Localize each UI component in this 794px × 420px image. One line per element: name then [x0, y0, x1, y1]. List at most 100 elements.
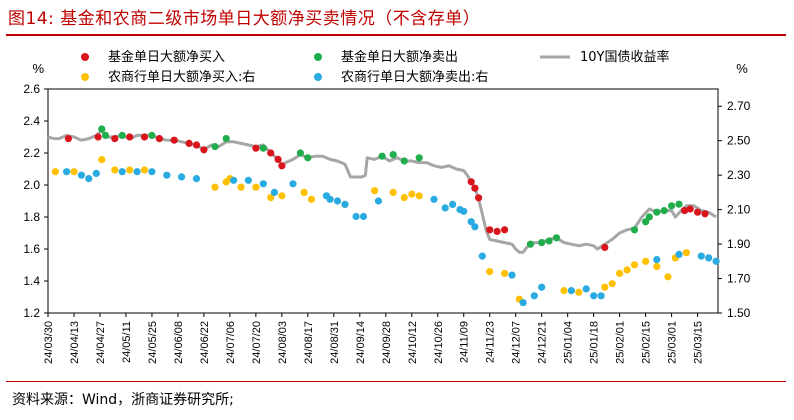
fund-sell-point: [526, 240, 535, 248]
x-tick-label: 24/06/08: [173, 321, 185, 364]
rural-buy-point: [267, 194, 275, 202]
rural-buy-point: [601, 283, 609, 291]
rural-buy-point: [501, 269, 509, 277]
rural-sell-point: [352, 212, 360, 221]
x-tick-label: 24/05/11: [121, 321, 133, 363]
rural-sell-point: [582, 285, 590, 293]
fund-buy-point: [601, 243, 609, 251]
rural-sell-point: [675, 250, 683, 258]
legend-marker: [314, 53, 322, 61]
fund-sell-point: [98, 125, 106, 133]
x-tick-label: 24/11/23: [485, 321, 497, 363]
right-tick-label: 1.90: [727, 237, 751, 251]
left-tick-label: 2.0: [23, 178, 40, 192]
x-tick-label: 24/06/22: [199, 321, 211, 364]
fund-sell-point: [653, 208, 661, 216]
axes: 1.2 1.4 1.6 1.8 2.0 2.2 2.4 2.6% 1.50 1.70 1.90 2.1…: [23, 61, 750, 364]
plot-frame: [47, 88, 719, 314]
fund-sell-point: [660, 207, 668, 215]
rural-buy-point: [608, 280, 616, 288]
left-tick-label: 2.4: [23, 114, 40, 128]
rural-sell-point: [178, 173, 186, 181]
fund-sell-point: [378, 152, 386, 160]
fund-buy-point: [486, 226, 494, 234]
fund-buy-point: [64, 135, 72, 143]
rural-sell-point: [530, 292, 538, 300]
rural-buy-point: [682, 249, 691, 257]
x-tick-label: 24/08/17: [303, 321, 315, 364]
fund-buy-point: [475, 194, 483, 202]
fund-buy-point: [471, 184, 479, 192]
rural-sell-point: [430, 195, 438, 203]
left-tick-label: 1.2: [23, 306, 40, 320]
fund-buy-point: [185, 139, 193, 147]
fund-sell-point: [675, 200, 683, 208]
fund-buy-point: [111, 135, 119, 143]
fund-buy-point: [701, 210, 709, 218]
x-tick-label: 24/05/25: [147, 321, 159, 364]
x-tick-label: 24/07/20: [251, 321, 263, 364]
rural-sell-point: [259, 180, 267, 188]
x-tick-label: 24/09/28: [381, 321, 393, 364]
rural-buy-point: [630, 261, 639, 269]
rural-sell-point: [289, 180, 297, 188]
rural-sell-point: [333, 197, 342, 205]
rural-buy-point: [642, 257, 650, 265]
x-tick-label: 24/11/09: [459, 321, 471, 363]
rural-sell-point: [326, 195, 334, 203]
x-tick-label: 24/08/03: [277, 321, 289, 364]
fund-buy-point: [681, 207, 689, 215]
right-tick-label: 2.50: [727, 134, 751, 148]
rural-buy-point: [653, 262, 661, 271]
fund-buy-point: [126, 133, 134, 141]
rural-buy-point: [575, 288, 583, 296]
rural-buy-point: [389, 188, 397, 196]
rural-buy-point: [371, 187, 379, 195]
rural-sell-point: [597, 292, 605, 300]
rural-sell-point: [519, 299, 527, 307]
title-rule: [6, 34, 786, 36]
rural-sell-point: [653, 256, 661, 264]
x-tick-label: 24/09/14: [355, 321, 367, 364]
legend-marker: [81, 53, 89, 61]
rural-buy-point: [126, 166, 134, 174]
figure-title: 图14: 基金和农商二级市场单日大额净买卖情况（不含存单）: [8, 9, 481, 29]
fund-buy-point: [278, 162, 286, 170]
fund-sell-point: [101, 131, 110, 139]
fund-sell-point: [211, 143, 219, 151]
fund-buy-point: [155, 135, 163, 143]
left-tick-label: 1.6: [23, 242, 40, 256]
fund-sell-point: [552, 234, 561, 242]
legend-marker: [81, 73, 89, 81]
legend-label: 基金单日大额净卖出: [341, 49, 458, 65]
rural-sell-point: [244, 176, 252, 184]
rural-buy-point: [307, 195, 316, 203]
rural-sell-point: [441, 204, 449, 212]
rural-buy-point: [400, 194, 408, 202]
rural-sell-point: [508, 271, 516, 279]
rural-sell-point: [77, 171, 85, 179]
fund-sell-point: [389, 151, 397, 159]
left-tick-label: 1.8: [23, 210, 40, 224]
fund-sell-point: [296, 149, 304, 157]
rural-sell-point: [270, 188, 278, 196]
fund-buy-point: [274, 155, 282, 163]
left-tick-label: 2.2: [23, 146, 40, 160]
fund-buy-point: [267, 149, 275, 157]
x-tick-label: 25/02/01: [615, 321, 627, 364]
legend-label: 10Y国债收益率: [580, 49, 669, 65]
x-tick-label: 24/04/27: [95, 321, 107, 364]
rural-sell-point: [92, 169, 100, 177]
right-axis-label: %: [736, 61, 748, 76]
x-tick-label: 24/10/26: [433, 321, 445, 364]
rural-sell-point: [467, 218, 475, 226]
rural-buy-point: [98, 156, 106, 164]
x-tick-label: 24/12/07: [511, 321, 523, 364]
rural-sell-point: [705, 254, 713, 262]
fund-sell-point: [222, 135, 230, 143]
right-tick-label: 2.10: [727, 203, 751, 217]
rural-sell-point: [341, 200, 349, 208]
right-tick-label: 1.50: [727, 306, 751, 320]
x-tick-label: 24/10/12: [407, 321, 419, 364]
x-tick-label: 25/03/01: [667, 321, 679, 364]
